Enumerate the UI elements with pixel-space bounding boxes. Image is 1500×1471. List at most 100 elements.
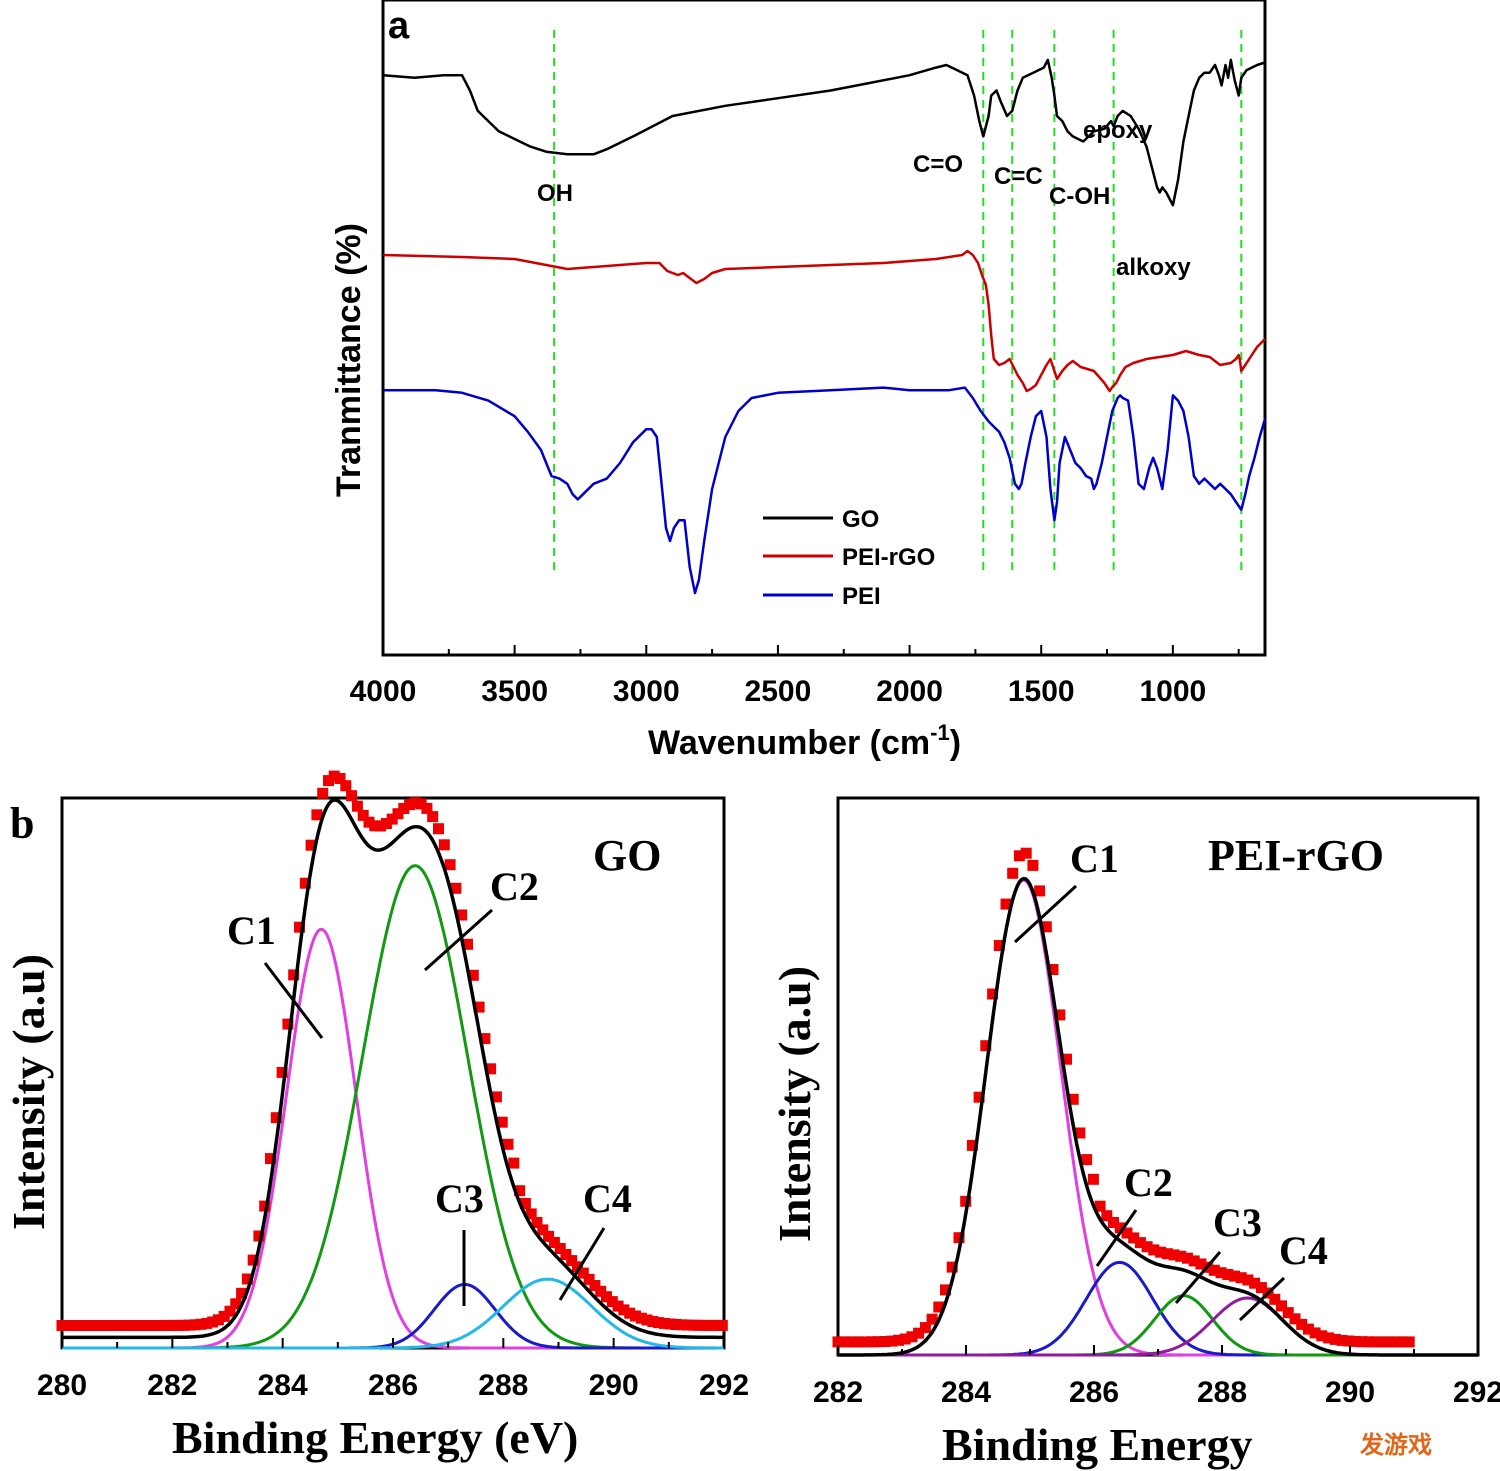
go-tick-label-286: 286 bbox=[368, 1369, 418, 1402]
go-data-point bbox=[143, 1320, 155, 1331]
go-data-point bbox=[311, 809, 323, 821]
pei-rgo-data-point bbox=[1134, 1237, 1146, 1249]
pei-rgo-data-point bbox=[1013, 850, 1025, 862]
pei-rgo-data-point bbox=[1235, 1272, 1247, 1284]
panel-a-band-markers bbox=[553, 30, 1243, 575]
go-data-point bbox=[189, 1319, 201, 1331]
go-data-point bbox=[68, 1320, 80, 1331]
pei-rgo-c2-leader bbox=[1095, 1209, 1138, 1267]
go-data-point bbox=[183, 1319, 195, 1331]
go-data-point bbox=[612, 1300, 624, 1312]
go-data-point bbox=[496, 1116, 508, 1128]
go-data-point bbox=[340, 780, 352, 792]
pei-rgo-data-point bbox=[933, 1301, 945, 1313]
go-data-point bbox=[595, 1285, 607, 1297]
pei-rgo-data-point bbox=[1081, 1154, 1093, 1166]
go-data-point bbox=[485, 1063, 497, 1075]
go-data-point bbox=[102, 1320, 114, 1331]
go-data-point bbox=[537, 1224, 549, 1236]
pei-rgo-data-point bbox=[1329, 1333, 1341, 1345]
go-data-point bbox=[705, 1319, 717, 1331]
go-data-point bbox=[479, 1033, 491, 1045]
pei-rgo-data-point bbox=[913, 1327, 925, 1339]
pei-rgo-data-point bbox=[1128, 1232, 1140, 1244]
go-data-point bbox=[73, 1320, 85, 1331]
pei-rgo-data-point bbox=[1289, 1313, 1301, 1325]
go-data-point bbox=[676, 1319, 688, 1331]
legend-pei-label: PEI bbox=[842, 583, 881, 610]
pei-rgo-data-point bbox=[1302, 1323, 1314, 1335]
go-c1-leader bbox=[263, 962, 324, 1039]
go-data-point bbox=[670, 1319, 682, 1330]
pei-rgo-data-point bbox=[966, 1139, 978, 1151]
pei-rgo-data-point bbox=[899, 1333, 911, 1345]
pei-rgo-data-point bbox=[1383, 1336, 1395, 1348]
pei-rgo-data-point bbox=[1316, 1330, 1328, 1342]
pei-rgo-data-point bbox=[1336, 1334, 1348, 1346]
pei-rgo-data-point bbox=[1269, 1293, 1281, 1305]
pei-rgo-data-point bbox=[1181, 1252, 1193, 1264]
go-data-point bbox=[305, 839, 317, 851]
go-data-point bbox=[386, 813, 398, 825]
go-data-point bbox=[265, 1153, 276, 1165]
pei-rgo-data-point bbox=[1101, 1210, 1113, 1222]
go-data-point bbox=[259, 1200, 271, 1212]
pei-rgo-data-point bbox=[919, 1322, 931, 1334]
pei-rgo-c3-leader bbox=[1174, 1251, 1222, 1304]
panel-a-series bbox=[383, 58, 1267, 595]
a-tick-label-3500: 3500 bbox=[481, 675, 548, 708]
go-data-point bbox=[554, 1243, 566, 1254]
go-data-point bbox=[253, 1230, 265, 1242]
go-data-point bbox=[363, 816, 375, 828]
pei-rgo-data-point bbox=[1067, 1093, 1079, 1105]
go-data-point bbox=[323, 775, 334, 787]
pei-rgo-data-point bbox=[987, 988, 999, 1000]
go-data-point bbox=[201, 1317, 213, 1329]
pei-rgo-data-point bbox=[993, 940, 1005, 951]
go-data-point bbox=[502, 1138, 514, 1150]
go-data-point bbox=[635, 1312, 647, 1324]
pei-rgo-data-point bbox=[1121, 1227, 1133, 1239]
pei-rgo-data-point bbox=[1034, 885, 1046, 897]
pei-rgo-data-point bbox=[1040, 921, 1052, 933]
pei-rgo-fit-envelope-curve bbox=[838, 876, 1478, 1357]
go-data-point bbox=[241, 1273, 253, 1285]
pei-rgo-tick-label-292: 292 bbox=[1453, 1376, 1500, 1409]
go-data-point bbox=[108, 1320, 120, 1331]
go-data-point bbox=[126, 1320, 137, 1331]
go-data-point bbox=[299, 877, 311, 889]
go-data-point bbox=[543, 1230, 555, 1242]
go-data-point bbox=[207, 1316, 219, 1328]
go-data-point bbox=[357, 809, 369, 821]
go-tick-label-284: 284 bbox=[258, 1369, 308, 1402]
pei-rgo-data-point bbox=[1061, 1053, 1072, 1065]
panel-b-letter: b bbox=[10, 799, 34, 848]
go-data-point bbox=[711, 1319, 723, 1331]
go-data-point bbox=[409, 797, 421, 809]
go-data-point bbox=[548, 1237, 560, 1248]
go-c2-component-curve bbox=[62, 864, 724, 1350]
go-data-point bbox=[166, 1319, 178, 1331]
legend-go-label: GO bbox=[842, 506, 879, 533]
go-data-point bbox=[589, 1280, 601, 1291]
pei-rgo-data-point bbox=[1175, 1250, 1187, 1262]
a-tick-label-1000: 1000 bbox=[1139, 675, 1206, 708]
go-c4-leader bbox=[558, 1227, 606, 1301]
pei-rgo-data-point bbox=[893, 1334, 904, 1346]
pei-rgo-data-point bbox=[980, 1040, 992, 1052]
go-data-point bbox=[380, 818, 392, 829]
go-data-point bbox=[519, 1198, 531, 1209]
pei-rgo-data-point bbox=[1296, 1318, 1308, 1330]
pei-rgo-data-point bbox=[1309, 1327, 1321, 1339]
go-data-point bbox=[572, 1261, 583, 1273]
a-tick-label-2000: 2000 bbox=[876, 675, 943, 708]
legend: GO PEI-rGO PEI bbox=[763, 506, 935, 610]
pei-rgo-xps-x-axis-label: Binding Energy bbox=[942, 1419, 1253, 1470]
go-data-point bbox=[630, 1310, 641, 1322]
go-data-point bbox=[438, 839, 450, 851]
pei-rgo-c4-label: C4 bbox=[1279, 1228, 1328, 1273]
pei-rgo-data-point bbox=[1363, 1336, 1375, 1348]
go-data-point bbox=[224, 1305, 236, 1317]
go-data-point bbox=[566, 1255, 578, 1267]
label-c-o: C=O bbox=[913, 151, 963, 178]
